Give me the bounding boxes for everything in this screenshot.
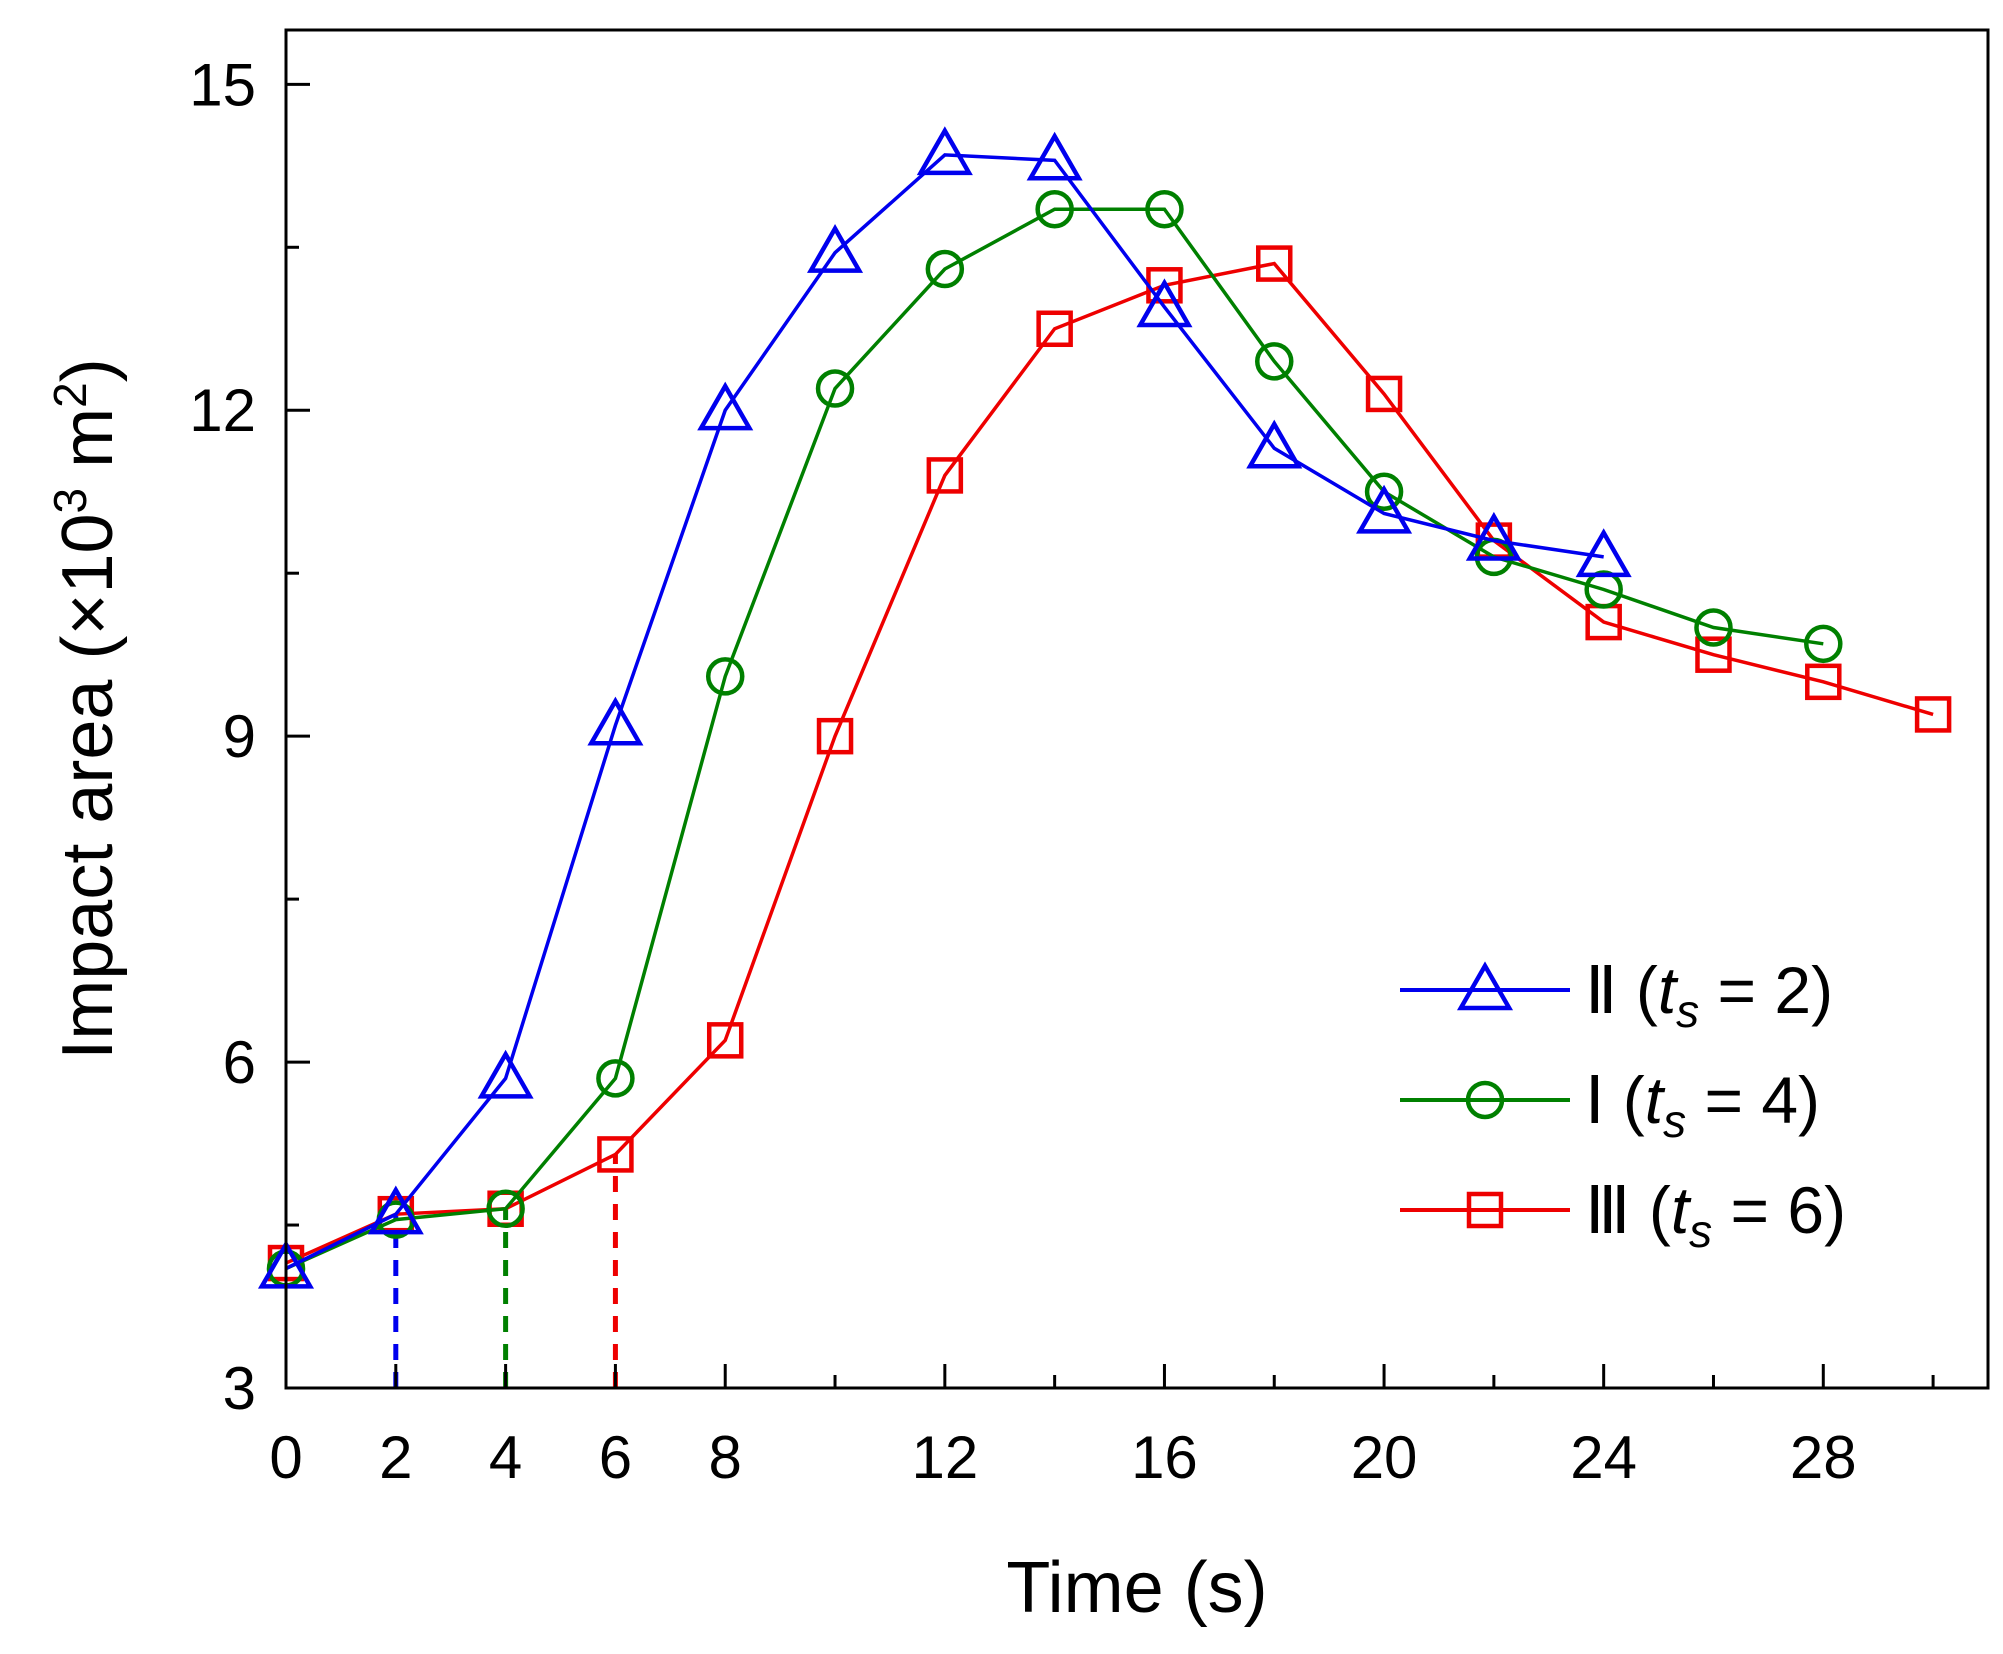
x-tick-label: 2 (379, 1424, 412, 1491)
series-line (285, 207, 1824, 1271)
x-tick-labels: 0 2 4 6 8 12 16 20 24 28 (269, 1424, 1856, 1491)
legend-label-sub: s (1676, 985, 1699, 1037)
legend-label-name: Ⅱ ( (1585, 953, 1658, 1027)
legend-label: Ⅲ (ts = 6) (1585, 1173, 1846, 1257)
triangle-marker (587, 696, 644, 746)
legend-label-name: Ⅲ ( (1585, 1173, 1671, 1247)
x-tick-label: 12 (911, 1424, 978, 1491)
square-marker (706, 1022, 744, 1059)
legend-label-value: = 2) (1699, 953, 1833, 1027)
circle-marker (1255, 342, 1294, 381)
square-marker (1365, 375, 1403, 413)
square-marker (1805, 663, 1842, 701)
circle-marker (815, 369, 855, 408)
legend-label-name: Ⅰ ( (1585, 1063, 1645, 1137)
plot-frame (284, 28, 1990, 1390)
circle-marker (925, 249, 965, 289)
circle-marker (1364, 472, 1404, 511)
legend-label-var: t (1671, 1173, 1692, 1247)
circle-marker (1465, 1080, 1505, 1120)
triangle-marker (806, 224, 864, 273)
square-marker (597, 1136, 634, 1173)
y-tick-label: 6 (223, 1029, 256, 1096)
x-tick-label: 4 (489, 1424, 522, 1491)
legend-label-sub: s (1689, 1205, 1712, 1257)
y-axis-title-sup2: 2 (44, 382, 96, 408)
legend-entry: Ⅱ (ts = 2) (1400, 953, 1833, 1037)
legend-label-sub: s (1663, 1095, 1686, 1147)
triangle-marker (916, 126, 973, 176)
square-marker (1695, 636, 1732, 673)
legend-label-var: t (1645, 1063, 1666, 1137)
triangle-marker (1456, 961, 1514, 1011)
legend-label-value: = 6) (1712, 1173, 1846, 1247)
triangle-marker (1575, 528, 1632, 578)
x-tick-label: 20 (1351, 1424, 1418, 1491)
legend-label: Ⅱ (ts = 2) (1585, 953, 1833, 1037)
y-axis-title-sup1: 3 (44, 488, 96, 514)
axis-ticks (284, 82, 1935, 1390)
circle-marker (596, 1059, 635, 1098)
x-tick-label: 6 (599, 1424, 632, 1491)
legend: Ⅱ (ts = 2)Ⅰ (ts = 4)Ⅲ (ts = 6) (1400, 953, 1846, 1257)
series-line (285, 153, 1604, 1271)
square-marker (816, 717, 854, 755)
circle-marker (1694, 608, 1733, 647)
legend-label-value: = 4) (1686, 1063, 1820, 1137)
triangle-marker (1026, 131, 1083, 181)
x-tick-label: 24 (1570, 1424, 1637, 1491)
square-marker (926, 457, 964, 494)
y-axis-title: Impact area (×103 m2) (44, 358, 128, 1059)
triangle-marker (1465, 511, 1522, 561)
triangle-marker (1356, 484, 1413, 534)
legend-label-var: t (1658, 953, 1679, 1027)
square-marker (1914, 696, 1952, 733)
y-tick-label: 12 (189, 377, 256, 444)
x-tick-label: 16 (1131, 1424, 1198, 1491)
series-triangle (257, 126, 1632, 1289)
series-line (285, 261, 1934, 1265)
legend-label: Ⅰ (ts = 4) (1585, 1063, 1820, 1147)
triangle-marker (477, 1049, 534, 1099)
triangle-marker (697, 381, 754, 431)
square-marker (1036, 310, 1073, 348)
x-tick-label: 0 (269, 1424, 302, 1491)
y-tick-label: 15 (189, 51, 256, 118)
y-axis-title-suffix: ) (48, 358, 128, 382)
circle-marker (486, 1189, 525, 1228)
triangle-marker (1246, 419, 1303, 469)
y-axis-title-prefix: Impact area (×10 (48, 513, 128, 1059)
series-layer (257, 126, 1952, 1289)
circle-marker (1804, 624, 1843, 664)
circle-marker (1035, 190, 1074, 229)
x-axis-title: Time (s) (1006, 1548, 1267, 1628)
triangle-marker (1136, 278, 1193, 328)
y-axis-title-middle: m (48, 408, 128, 488)
legend-entry: Ⅲ (ts = 6) (1400, 1173, 1846, 1257)
x-tick-label: 28 (1790, 1424, 1857, 1491)
circle-marker (1584, 570, 1623, 609)
square-marker (1256, 245, 1293, 282)
drop-lines (393, 1154, 618, 1388)
triangle-marker (367, 1185, 424, 1235)
legend-entry: Ⅰ (ts = 4) (1400, 1063, 1820, 1147)
circle-marker (1145, 190, 1184, 229)
y-tick-labels: 3 6 9 12 15 (189, 51, 256, 1422)
y-tick-label: 9 (223, 703, 256, 770)
x-tick-label: 8 (709, 1424, 742, 1491)
square-marker (1466, 1191, 1504, 1229)
circle-marker (705, 657, 745, 696)
y-tick-label: 3 (223, 1355, 256, 1422)
